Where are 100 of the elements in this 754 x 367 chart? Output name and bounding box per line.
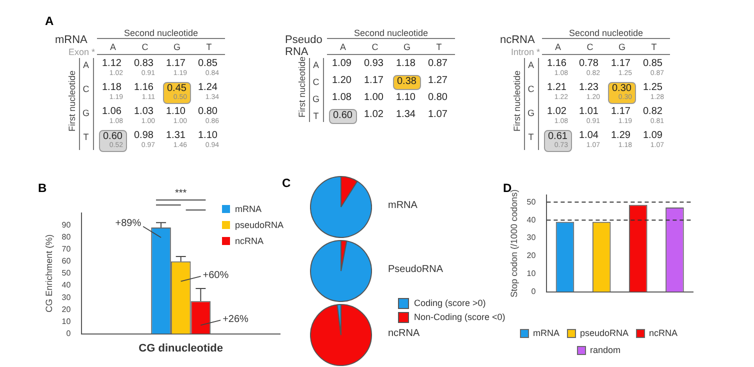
legend-label: Coding (score >0) [414, 298, 486, 308]
data-label: 1.00 [364, 92, 384, 104]
x-tick-label: A [108, 42, 117, 52]
y-tick-label: T [527, 132, 535, 142]
annotation: +89% [115, 218, 142, 230]
x-tick-label: G [172, 42, 182, 52]
text: ncRNA [388, 328, 420, 339]
y-tick-label: 90 [62, 220, 72, 230]
legend-label: pseudoRNA [580, 328, 629, 338]
data-label: 1.10 [198, 130, 218, 142]
data-label: 0.60 [103, 131, 124, 142]
y-tick-label: A [312, 60, 320, 70]
data-label: 0.45 [167, 83, 188, 94]
y-tick-label: 0 [66, 329, 72, 338]
data-label: 0.30 [612, 83, 632, 94]
text: D [503, 181, 512, 195]
y-tick-label: A [526, 60, 535, 70]
data-label: 1.23 [579, 82, 600, 94]
data-label: 1.08 [332, 92, 352, 104]
data-label: 1.16 [547, 58, 568, 70]
data-label: 1.17 [611, 58, 632, 70]
data-label: 0.83 [134, 58, 154, 70]
y-tick-label: 0 [531, 287, 536, 296]
data-label: 1.17 [364, 75, 384, 87]
data-label: 1.04 [579, 130, 600, 142]
text: B [38, 181, 47, 195]
data-label: 0.87 [428, 58, 448, 70]
data-label: 0.93 [364, 58, 384, 70]
legend-label: ncRNA [649, 328, 678, 338]
y-tick-label: T [82, 132, 90, 142]
data-label: 1.02 [547, 106, 568, 118]
data-label: 0.60 [333, 110, 354, 122]
y-axis-title: First nucleotide [297, 56, 307, 118]
y-tick-label: 10 [62, 316, 72, 326]
x-tick-label: C [140, 42, 150, 52]
chart-title: mRNA [55, 34, 88, 46]
y-tick-label: C [82, 84, 90, 94]
data-label: 0.85 [643, 58, 664, 70]
chart-subtitle: Exon * [67, 47, 95, 57]
chart-title: Pseudo RNA [285, 34, 324, 58]
data-label: 1.06 [102, 106, 122, 118]
x-axis-title: Second nucleotide [327, 28, 455, 39]
y-tick-label: 50 [62, 268, 72, 278]
text: mRNA [388, 200, 418, 211]
data-label: 1.02 [364, 109, 384, 121]
data-label: 1.34 [396, 109, 416, 121]
y-tick-label: G [81, 108, 90, 118]
x-tick-label: CG dinucleotide [138, 342, 224, 354]
data-label: 1.10 [396, 92, 416, 104]
data-label: 1.03 [134, 106, 154, 118]
y-tick-label: 50 [526, 197, 536, 206]
data-label: 1.20 [332, 75, 352, 87]
legend-label: mRNA [532, 328, 560, 338]
data-label: 1.17 [166, 58, 186, 70]
data-label: 1.17 [611, 106, 632, 118]
legend-label: random [590, 344, 621, 355]
y-tick-label: C [526, 84, 536, 94]
text: C [282, 176, 291, 190]
legend-label: Non-Coding (score <0) [414, 312, 506, 322]
data-label: 1.07 [428, 109, 448, 121]
x-tick-label: C [586, 42, 594, 52]
y-tick-label: A [82, 60, 90, 70]
data-label: 1.16 [134, 82, 154, 94]
chart-subtitle: Intron * [510, 47, 540, 57]
text: PseudoRNA [388, 264, 444, 275]
data-label: 1.31 [166, 130, 186, 142]
x-tick-label: G [402, 42, 412, 52]
x-tick-label: A [554, 42, 562, 52]
data-label: 1.18 [396, 58, 416, 70]
data-label: 0.85 [198, 58, 218, 70]
y-tick-label: 80 [62, 232, 72, 242]
x-tick-label: A [338, 42, 347, 52]
x-tick-label: C [370, 42, 380, 52]
x-tick-label: T [435, 42, 443, 52]
y-tick-label: 20 [62, 304, 72, 314]
y-axis-title: First nucleotide [512, 69, 522, 134]
data-label: 0.82 [643, 106, 664, 118]
y-tick-label: 10 [526, 269, 536, 278]
y-tick-label: 30 [62, 292, 72, 302]
y-tick-label: T [312, 111, 320, 121]
y-tick-label: 20 [526, 251, 536, 260]
data-label: 1.09 [332, 58, 352, 70]
data-label: 0.61 [548, 131, 568, 142]
data-label: 0.80 [428, 92, 448, 104]
text: *** [175, 188, 187, 199]
data-label: 1.12 [102, 58, 122, 70]
y-tick-label: C [312, 77, 320, 87]
x-tick-label: G [617, 42, 626, 52]
data-label: 0.98 [134, 130, 154, 142]
annotation: +26% [222, 314, 249, 325]
x-axis-title: Second nucleotide [97, 28, 225, 39]
data-label: 1.27 [428, 75, 448, 87]
y-tick-label: 70 [62, 244, 72, 254]
y-axis-title: CG Enrichment (%) [44, 234, 54, 312]
x-tick-label: T [205, 42, 213, 52]
y-tick-label: 40 [526, 215, 536, 224]
text: A [45, 14, 54, 28]
annotation: +60% [202, 270, 229, 282]
data-label: 1.25 [643, 82, 664, 94]
chart-title: ncRNA [500, 34, 536, 46]
